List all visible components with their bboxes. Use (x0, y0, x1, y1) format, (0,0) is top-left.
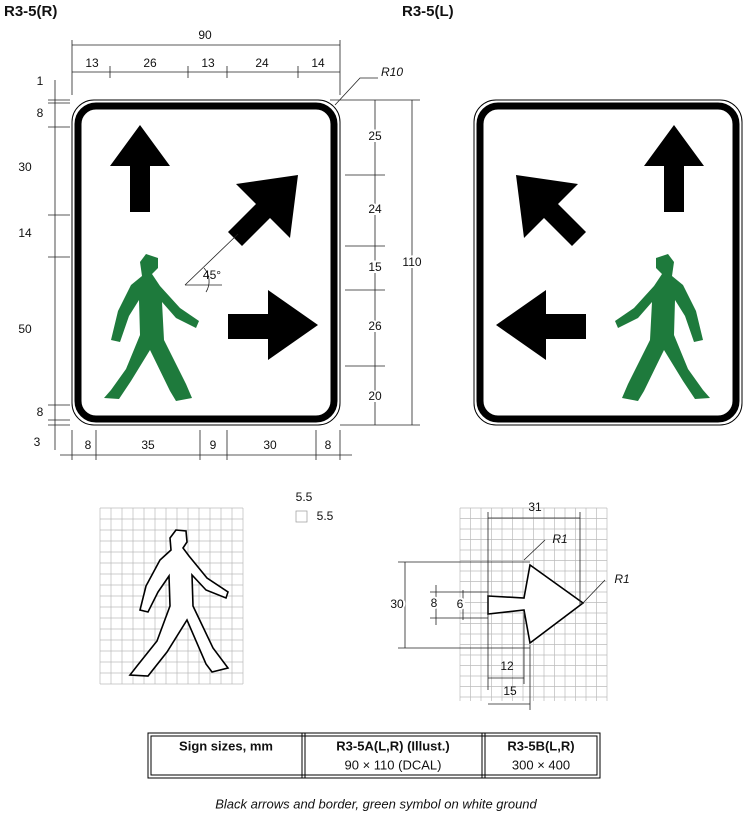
dim-label: 13 (85, 56, 99, 70)
arrow-outline (487, 563, 585, 645)
sign-code: R3-5(R) (4, 3, 57, 20)
dim-label: 9 (210, 438, 217, 452)
dim-label: 14 (311, 56, 325, 70)
dim-label: 50 (18, 322, 32, 336)
dim-label: 30 (263, 438, 277, 452)
dim-label: 3 (34, 435, 41, 449)
dim-label: 15 (368, 260, 382, 274)
dim-label: 20 (368, 389, 382, 403)
dim-label: 8 (37, 106, 44, 120)
dimensions (48, 40, 420, 460)
dim-label: 30 (18, 160, 32, 174)
table-code: R3-5A(L,R) (Illust.) (336, 738, 449, 753)
grid-sample (295, 510, 308, 523)
table-code: R3-5B(L,R) (507, 738, 574, 753)
dim-label: 1 (37, 74, 44, 88)
dim-label: R1 (552, 532, 567, 546)
size-table (147, 732, 601, 779)
table-header: Sign sizes, mm (179, 738, 273, 753)
table-size: 300 × 400 (512, 757, 570, 772)
dim-label: 35 (141, 438, 155, 452)
dim-label: 6 (457, 597, 464, 611)
caption: Black arrows and border, green symbol on… (215, 796, 537, 811)
dim-label: 15 (503, 684, 517, 698)
dim-label: R10 (381, 65, 403, 79)
pedestrian-outline (128, 529, 230, 677)
dim-label: 25 (368, 129, 382, 143)
dim-label: 12 (500, 659, 514, 673)
dim-label: 30 (390, 597, 404, 611)
dim-label: 26 (143, 56, 157, 70)
dim-label: 8 (325, 438, 332, 452)
dim-label: 110 (402, 255, 421, 269)
table-size: 90 × 110 (DCAL) (345, 757, 442, 772)
dim-label: 24 (368, 202, 382, 216)
grid-size: 5.5 (296, 490, 313, 504)
sign-right (72, 100, 340, 425)
dim-label: 8 (431, 596, 438, 610)
dim-label: 26 (368, 319, 382, 333)
dim-label: 24 (255, 56, 269, 70)
dim-label: 13 (201, 56, 215, 70)
dim-label: 14 (18, 226, 32, 240)
dim-label: 8 (85, 438, 92, 452)
sign-left (474, 100, 742, 425)
dim-label: 31 (528, 500, 542, 514)
dim-label: 8 (37, 405, 44, 419)
sign-code: R3-5(L) (402, 3, 454, 20)
arrow-dimensions (398, 512, 606, 710)
grid-size: 5.5 (317, 509, 334, 523)
dim-label: 90 (198, 28, 212, 42)
dim-label: R1 (614, 572, 629, 586)
dim-label: 45° (203, 268, 221, 282)
